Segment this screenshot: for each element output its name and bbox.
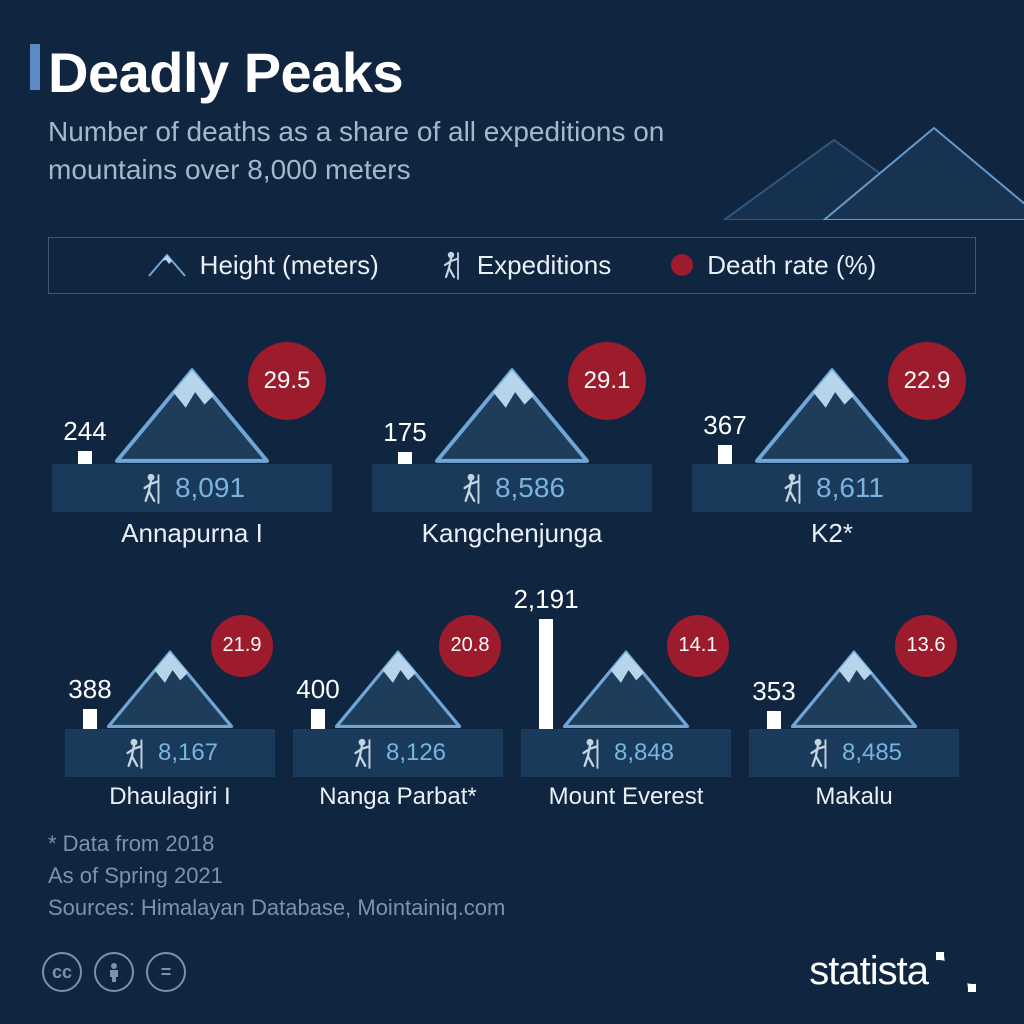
hiker-icon	[439, 250, 463, 280]
statista-wave-icon	[936, 952, 976, 992]
peak-name: Dhaulagiri I	[65, 783, 275, 811]
expeditions-value: 244	[63, 416, 106, 447]
peak-card: 2,191 14.1 8,848 Mount Everest	[521, 609, 731, 811]
peak-card: 244 29.5 8,091 Annapurna I	[52, 344, 332, 549]
hiker-icon	[139, 472, 163, 504]
peak-name: Nanga Parbat*	[293, 783, 503, 811]
height-strip: 8,586	[372, 464, 652, 512]
hiker-icon	[578, 737, 602, 769]
death-rate-circle: 22.9	[888, 342, 966, 420]
title-accent-bar	[30, 44, 40, 90]
height-value: 8,485	[842, 739, 902, 767]
height-strip: 8,126	[293, 729, 503, 777]
statista-logo: statista	[809, 949, 976, 994]
nd-icon: =	[146, 952, 186, 992]
hiker-icon	[806, 737, 830, 769]
height-strip: 8,091	[52, 464, 332, 512]
height-value: 8,848	[614, 739, 674, 767]
peak-card: 367 22.9 8,611 K2*	[692, 344, 972, 549]
height-value: 8,586	[495, 472, 565, 504]
legend-label-expeditions: Expeditions	[477, 250, 611, 281]
legend-box: Height (meters) Expeditions Death rate (…	[48, 237, 976, 294]
hiker-icon	[350, 737, 374, 769]
hiker-icon	[780, 472, 804, 504]
expeditions-bar	[398, 452, 412, 464]
expeditions-bar	[767, 711, 781, 729]
peak-name: Mount Everest	[521, 783, 731, 811]
decorative-mountains	[684, 110, 1024, 220]
height-value: 8,091	[175, 472, 245, 504]
expeditions-bar	[311, 709, 325, 729]
death-rate-circle: 29.1	[568, 342, 646, 420]
page-subtitle: Number of deaths as a share of all exped…	[48, 113, 768, 189]
death-rate-circle: 14.1	[667, 615, 729, 677]
peak-card: 175 29.1 8,586 Kangchenjunga	[372, 344, 652, 549]
expeditions-bar	[718, 445, 732, 463]
legend-label-height: Height (meters)	[200, 250, 379, 281]
death-rate-circle: 13.6	[895, 615, 957, 677]
expeditions-value: 2,191	[513, 584, 578, 615]
footnote-asof: As of Spring 2021	[48, 860, 505, 892]
death-rate-circle: 21.9	[211, 615, 273, 677]
footnote-asterisk: * Data from 2018	[48, 828, 505, 860]
cc-icon: cc	[42, 952, 82, 992]
height-strip: 8,485	[749, 729, 959, 777]
height-value: 8,126	[386, 739, 446, 767]
peak-name: Annapurna I	[52, 518, 332, 549]
hiker-icon	[459, 472, 483, 504]
mountain-icon	[148, 252, 186, 278]
peak-name: K2*	[692, 518, 972, 549]
footer-notes: * Data from 2018 As of Spring 2021 Sourc…	[48, 828, 505, 924]
expeditions-bar	[78, 451, 92, 463]
death-rate-dot-icon	[671, 254, 693, 276]
peak-card: 388 21.9 8,167 Dhaulagiri I	[65, 609, 275, 811]
page-title: Deadly Peaks	[48, 40, 976, 105]
expeditions-value: 175	[383, 417, 426, 448]
height-strip: 8,611	[692, 464, 972, 512]
expeditions-bar	[539, 619, 553, 729]
footnote-sources: Sources: Himalayan Database, Mointainiq.…	[48, 892, 505, 924]
peak-card: 353 13.6 8,485 Makalu	[749, 609, 959, 811]
expeditions-value: 367	[703, 410, 746, 441]
expeditions-bar	[83, 709, 97, 728]
peak-card: 400 20.8 8,126 Nanga Parbat*	[293, 609, 503, 811]
license-icons: cc =	[42, 952, 186, 992]
by-icon	[94, 952, 134, 992]
height-value: 8,167	[158, 739, 218, 767]
legend-label-deathrate: Death rate (%)	[707, 250, 876, 281]
peak-name: Kangchenjunga	[372, 518, 652, 549]
height-strip: 8,848	[521, 729, 731, 777]
height-strip: 8,167	[65, 729, 275, 777]
death-rate-circle: 20.8	[439, 615, 501, 677]
brand-label: statista	[809, 949, 928, 994]
height-value: 8,611	[816, 472, 884, 504]
hiker-icon	[122, 737, 146, 769]
death-rate-circle: 29.5	[248, 342, 326, 420]
peak-name: Makalu	[749, 783, 959, 811]
